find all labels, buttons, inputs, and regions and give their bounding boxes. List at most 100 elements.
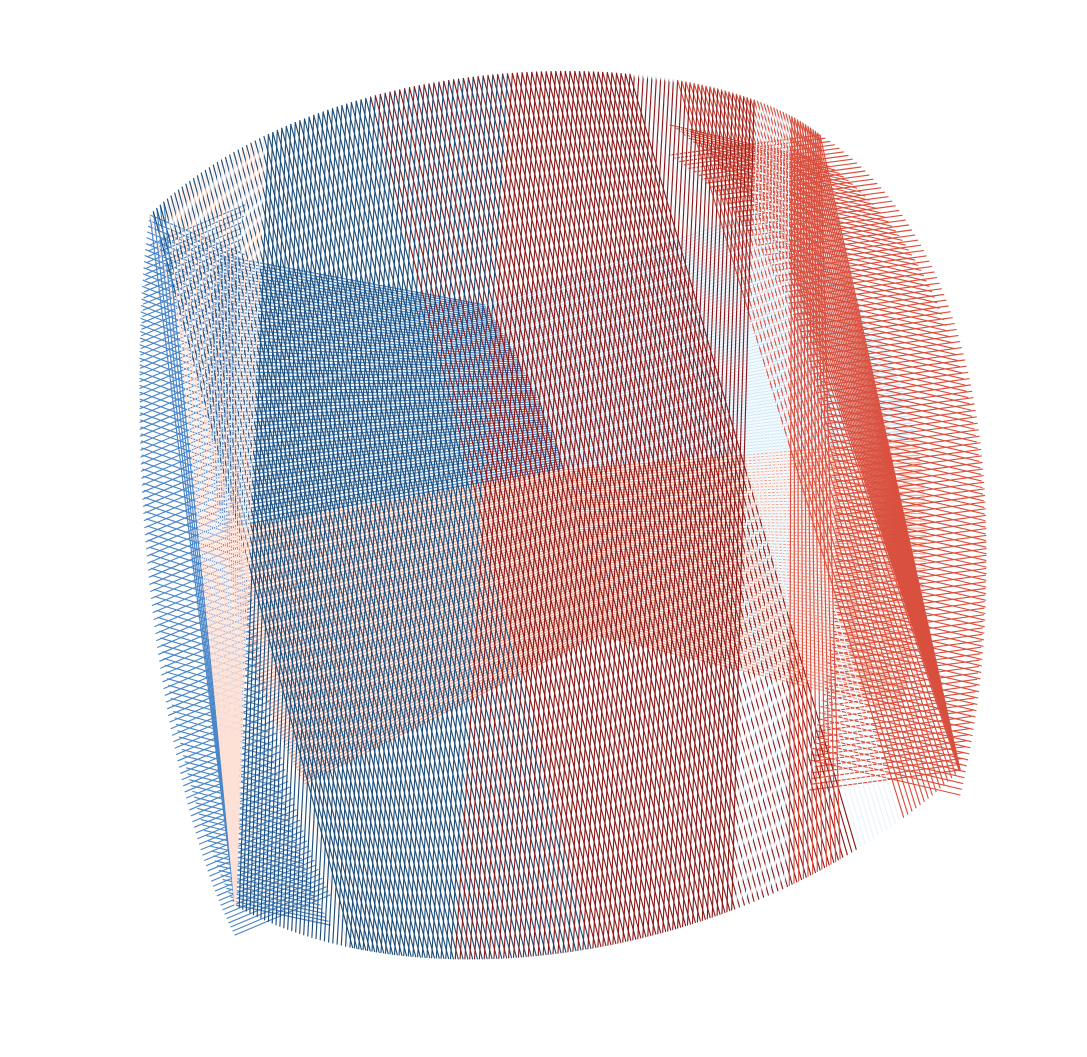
right-band-wire: [814, 359, 966, 381]
back-wire: [589, 579, 921, 624]
back-wire: [574, 502, 926, 508]
front-wire: [545, 71, 774, 894]
back-wire: [263, 568, 589, 696]
front-wire: [532, 71, 590, 957]
left-band-wire: [149, 204, 246, 246]
front-wire: [497, 74, 726, 914]
front-wire: [701, 92, 734, 921]
front-wire: [315, 99, 362, 940]
left-band-wire: [140, 317, 237, 356]
front-wire: [537, 71, 595, 957]
left-band-wire: [195, 802, 292, 828]
back-wire: [595, 621, 907, 690]
front-wire: [483, 71, 542, 960]
front-wire: [764, 108, 778, 897]
front-wire: [234, 138, 261, 906]
front-wire: [366, 85, 420, 952]
front-wire: [149, 214, 236, 906]
right-band-wire: [832, 458, 984, 495]
back-wire: [493, 224, 782, 319]
back-wire: [579, 526, 927, 537]
front-wire: [234, 147, 243, 906]
right-band-wire: [832, 614, 985, 636]
right-band-wire: [803, 323, 955, 345]
front-wire: [526, 71, 755, 902]
front-wire: [220, 159, 236, 906]
front-wire: [340, 91, 391, 946]
front-wire: [819, 134, 841, 860]
front-wire: [660, 77, 888, 830]
right-band-wire: [820, 706, 972, 743]
front-wire: [295, 106, 338, 933]
front-wire: [668, 78, 896, 824]
front-wire: [711, 94, 741, 918]
left-band-wire: [139, 371, 236, 408]
front-wire: [472, 76, 701, 922]
right-band-wire: [835, 524, 987, 561]
front-wire: [750, 104, 768, 903]
front-wire: [163, 201, 367, 951]
right-band-wire: [810, 347, 962, 369]
front-wire: [799, 120, 804, 880]
right-band-wire: [834, 501, 986, 523]
front-wire: [691, 90, 726, 925]
front-wire: [721, 97, 748, 915]
back-wire: [213, 429, 552, 464]
front-wire: [492, 74, 721, 915]
right-band-wire: [826, 668, 978, 705]
front-wire: [174, 192, 380, 953]
front-wire: [380, 82, 435, 954]
front-wire: [159, 204, 236, 906]
front-wire: [562, 72, 618, 954]
right-band-wire: [835, 528, 987, 550]
right-band-wire: [807, 335, 959, 357]
front-wire: [192, 177, 403, 956]
front-wire: [592, 75, 644, 949]
front-wire: [189, 180, 236, 906]
front-wire: [662, 84, 703, 933]
back-wire: [584, 548, 926, 573]
right-band-wire: [830, 636, 982, 673]
right-band-wire: [825, 675, 977, 712]
back-wire: [265, 570, 590, 699]
front-wire: [336, 92, 386, 945]
back-wire: [595, 623, 906, 694]
back-wire: [584, 550, 926, 577]
left-band-wire: [140, 314, 237, 356]
front-wire: [362, 86, 415, 951]
back-wire: [530, 308, 863, 385]
front-wire: [487, 74, 716, 917]
front-wire: [181, 186, 389, 955]
right-band-wire: [805, 329, 957, 351]
right-band-wire: [833, 481, 985, 503]
left-band-wire: [160, 627, 257, 669]
right-band-wire: [832, 468, 984, 490]
right-band-wire: [832, 465, 984, 502]
front-wire: [192, 177, 236, 906]
front-wire: [506, 73, 736, 910]
front-wire: [812, 129, 828, 868]
left-band-wire: [140, 307, 237, 350]
right-band-wire: [835, 521, 987, 543]
front-wire: [457, 78, 687, 927]
front-wire: [271, 116, 310, 924]
right-band-wire: [830, 455, 982, 477]
front-wire: [672, 86, 711, 931]
front-wire: [807, 125, 818, 873]
back-wire: [221, 467, 565, 529]
front-wire: [726, 98, 752, 913]
front-wire: [745, 103, 765, 905]
left-band-wire: [213, 845, 310, 887]
front-wire: [717, 88, 945, 786]
front-wire: [607, 76, 657, 946]
right-band-wire: [833, 488, 985, 510]
right-band-wire: [835, 511, 987, 548]
front-wire: [557, 72, 613, 954]
front-wire: [547, 71, 604, 955]
front-wire: [652, 83, 695, 936]
front-wire: [498, 71, 557, 959]
left-band-wire: [209, 835, 306, 877]
front-wire: [291, 108, 334, 932]
front-wire: [521, 72, 750, 904]
left-band-wire: [147, 522, 244, 564]
